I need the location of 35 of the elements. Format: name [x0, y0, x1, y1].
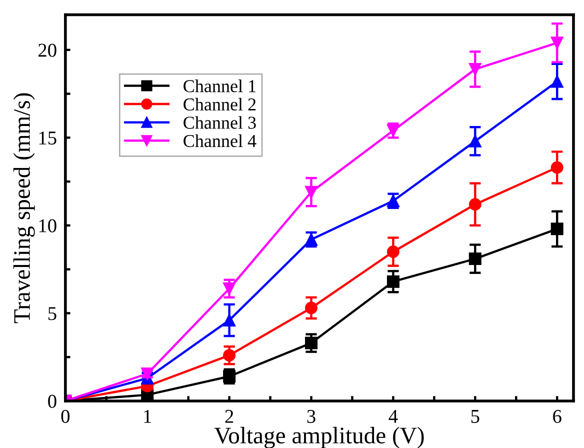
- y-tick-label: 10: [39, 219, 56, 232]
- point: [468, 198, 482, 211]
- point: [305, 302, 318, 314]
- point: [141, 368, 154, 380]
- point: [386, 246, 400, 258]
- point: [223, 314, 236, 326]
- x-tick-label: 2: [225, 410, 234, 423]
- legend-label: Channel 2: [184, 98, 256, 111]
- point: [305, 336, 318, 350]
- point: [305, 186, 318, 198]
- x-tick-label: 4: [388, 410, 398, 423]
- x-axis-title: Voltage amplitude (V): [214, 426, 424, 448]
- point: [223, 282, 236, 295]
- x-tick-label: 0: [61, 410, 70, 423]
- point: [550, 222, 564, 236]
- legend-label: Channel 1: [184, 80, 256, 92]
- point: [468, 62, 482, 76]
- y-tick-label: 15: [39, 132, 56, 145]
- x-tick-label: 1: [144, 410, 152, 423]
- legend-label: Channel 3: [184, 116, 256, 129]
- y-tick-label: 0: [48, 394, 56, 408]
- point: [223, 349, 236, 362]
- point: [550, 36, 564, 50]
- y-tick-label: 5: [48, 307, 56, 320]
- point: [386, 275, 400, 288]
- x-tick-label: 3: [307, 410, 316, 423]
- x-tick-label: 5: [471, 410, 480, 423]
- point: [468, 252, 482, 266]
- point: [550, 75, 564, 88]
- point: [468, 134, 482, 148]
- y-axis-title: Travelling speed (mm/s): [13, 93, 35, 324]
- y-tick-label: 20: [38, 44, 56, 57]
- legend-label: Channel 4: [184, 134, 256, 148]
- x-tick-label: 6: [553, 410, 562, 423]
- point: [550, 161, 564, 174]
